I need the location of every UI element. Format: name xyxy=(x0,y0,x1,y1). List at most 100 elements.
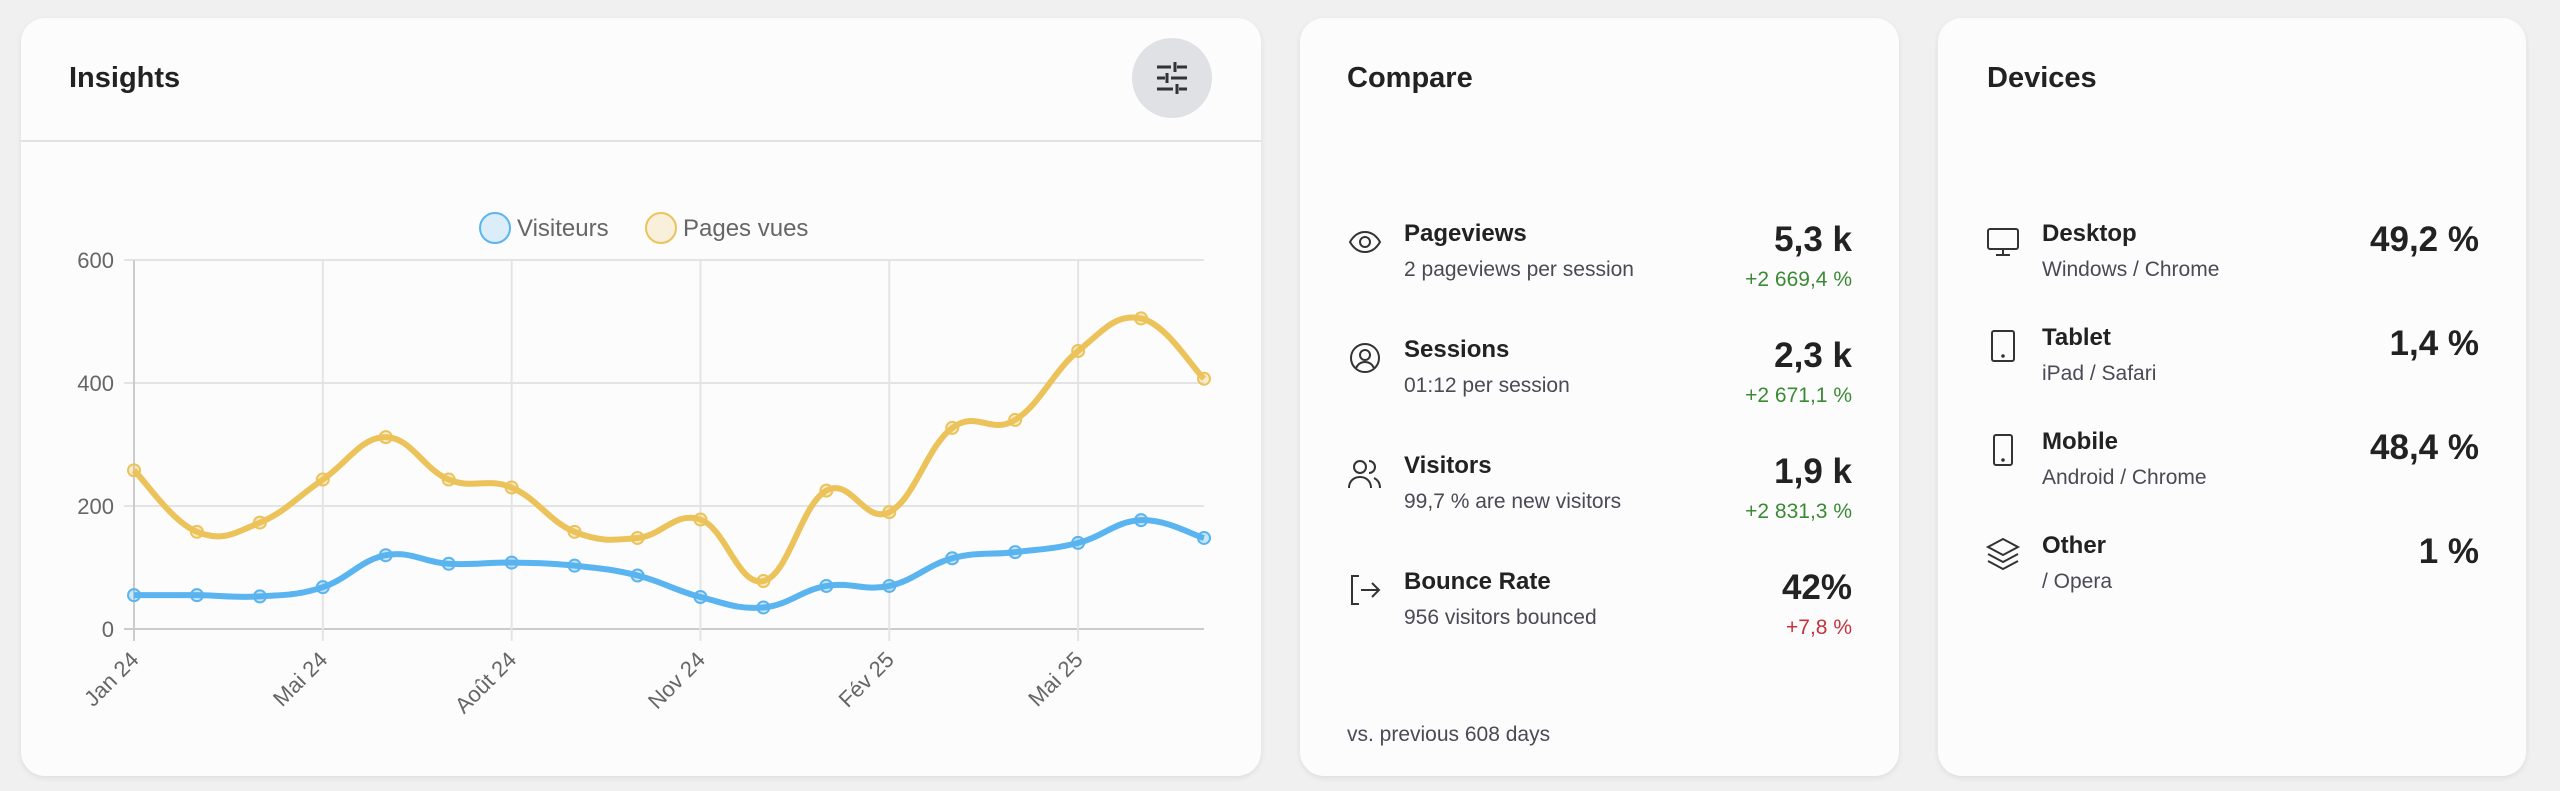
x-tick-label: Mai 25 xyxy=(1023,647,1087,711)
insights-card: Insights 0 200 400 600 Jan 24 Mai 24 Août 24 No… xyxy=(21,18,1261,776)
header-divider xyxy=(21,140,1261,142)
data-point-pages-vues xyxy=(189,524,204,539)
data-point-visiteurs xyxy=(1071,535,1086,550)
compare-card: Compare Pageviews 2 pageviews per sessio… xyxy=(1300,18,1899,776)
x-tick-label: Fév 25 xyxy=(834,647,899,712)
row-value: 42% xyxy=(1781,568,1852,607)
data-point-pages-vues xyxy=(756,574,771,589)
row-title: Other xyxy=(2042,532,2107,559)
row-delta: +2 671,1 % xyxy=(1745,384,1852,407)
data-point-visiteurs xyxy=(1197,530,1211,545)
row-value: 2,3 k xyxy=(1774,336,1852,375)
data-point-visiteurs xyxy=(567,558,582,573)
series-line-pages-vues xyxy=(131,314,1207,585)
data-point-visiteurs xyxy=(945,551,960,566)
sliders-icon xyxy=(1157,62,1187,94)
compare-row-pageviews: Pageviews 2 pageviews per session 5,3 k … xyxy=(1300,220,1899,320)
row-value: 48,4 % xyxy=(2370,428,2479,467)
data-point-visiteurs xyxy=(441,556,456,571)
tablet-icon xyxy=(1991,330,2015,362)
data-point-visiteurs xyxy=(1134,513,1149,528)
compare-row-visitors: Visitors 99,7 % are new visitors 1,9 k +… xyxy=(1300,452,1899,552)
row-value: 49,2 % xyxy=(2370,220,2479,259)
data-point-pages-vues xyxy=(882,505,897,520)
data-point-visiteurs xyxy=(378,548,393,563)
row-subtitle: iPad / Safari xyxy=(2042,362,2157,385)
data-point-visiteurs xyxy=(189,588,204,603)
row-value: 1,4 % xyxy=(2389,324,2480,363)
row-subtitle: 01:12 per session xyxy=(1404,374,1570,397)
legend-swatch-visiteurs xyxy=(479,212,511,244)
devices-title: Devices xyxy=(1987,62,2097,94)
x-tick-label: Nov 24 xyxy=(643,647,710,714)
row-subtitle: / Opera xyxy=(2042,570,2113,593)
row-subtitle: Windows / Chrome xyxy=(2042,258,2220,281)
users-icon xyxy=(1348,460,1381,489)
data-point-visiteurs xyxy=(127,588,141,603)
compare-row-sessions: Sessions 01:12 per session 2,3 k +2 671,… xyxy=(1300,336,1899,436)
x-tick-label: Mai 24 xyxy=(268,647,332,711)
data-point-visiteurs xyxy=(756,600,771,615)
data-point-visiteurs xyxy=(252,589,267,604)
mobile-icon xyxy=(1993,434,2013,466)
data-point-visiteurs xyxy=(315,580,330,595)
data-point-pages-vues xyxy=(441,472,456,487)
data-point-pages-vues xyxy=(315,472,330,487)
data-point-pages-vues xyxy=(504,480,519,495)
row-delta: +7,8 % xyxy=(1786,616,1852,639)
compare-row-bounce-rate: Bounce Rate 956 visitors bounced 42% +7,… xyxy=(1300,568,1899,668)
data-point-visiteurs xyxy=(630,568,645,583)
legend-swatch-pages-vues xyxy=(645,212,677,244)
row-value: 1 % xyxy=(2418,532,2479,571)
data-point-pages-vues xyxy=(1008,412,1023,427)
layers-icon xyxy=(1985,537,2021,571)
row-title: Sessions xyxy=(1404,336,1510,363)
devices-row-desktop: Desktop Windows / Chrome 49,2 % xyxy=(1938,220,2526,320)
data-point-pages-vues xyxy=(1134,311,1149,326)
data-point-pages-vues xyxy=(630,530,645,545)
devices-card: Devices Desktop Windows / Chrome 49,2 % … xyxy=(1938,18,2526,776)
row-delta: +2 669,4 % xyxy=(1745,268,1852,291)
legend-label: Pages vues xyxy=(683,215,808,242)
row-title: Pageviews xyxy=(1404,220,1527,247)
row-subtitle: Android / Chrome xyxy=(2042,466,2207,489)
eye-icon xyxy=(1348,230,1382,254)
row-subtitle: 956 visitors bounced xyxy=(1404,606,1597,629)
devices-row-other: Other / Opera 1 % xyxy=(1938,532,2526,632)
compare-title: Compare xyxy=(1347,62,1473,94)
data-point-pages-vues xyxy=(693,512,708,527)
x-tick-label: Jan 24 xyxy=(79,647,143,711)
data-point-visiteurs xyxy=(693,590,708,605)
row-title: Desktop xyxy=(2042,220,2137,247)
exit-icon xyxy=(1351,575,1381,605)
compare-footer: vs. previous 608 days xyxy=(1347,723,1551,746)
row-value: 5,3 k xyxy=(1774,220,1852,259)
row-delta: +2 831,3 % xyxy=(1745,500,1852,523)
legend-label: Visiteurs xyxy=(517,215,609,242)
y-tick-label: 400 xyxy=(77,371,114,396)
y-tick-label: 600 xyxy=(77,248,114,273)
devices-row-tablet: Tablet iPad / Safari 1,4 % xyxy=(1938,324,2526,424)
devices-row-mobile: Mobile Android / Chrome 48,4 % xyxy=(1938,428,2526,528)
insights-title: Insights xyxy=(69,62,181,94)
data-point-pages-vues xyxy=(252,515,267,530)
series-line-visiteurs xyxy=(133,517,1205,611)
desktop-icon xyxy=(1987,228,2019,256)
data-point-pages-vues xyxy=(1071,344,1086,359)
y-tick-label: 200 xyxy=(77,494,114,519)
row-title: Mobile xyxy=(2042,428,2118,455)
data-point-pages-vues xyxy=(378,430,393,445)
user-circle-icon xyxy=(1350,343,1380,373)
row-title: Tablet xyxy=(2042,324,2111,351)
y-tick-label: 0 xyxy=(102,617,114,642)
row-subtitle: 2 pageviews per session xyxy=(1404,258,1634,281)
data-point-pages-vues xyxy=(819,483,834,498)
data-point-pages-vues xyxy=(1197,371,1211,386)
row-title: Bounce Rate xyxy=(1404,568,1551,595)
data-point-visiteurs xyxy=(1008,545,1023,560)
row-subtitle: 99,7 % are new visitors xyxy=(1404,490,1622,513)
row-title: Visitors xyxy=(1404,452,1492,479)
row-value: 1,9 k xyxy=(1774,452,1852,491)
filter-button[interactable] xyxy=(1132,38,1212,118)
insights-chart: 0 200 400 600 Jan 24 Mai 24 Août 24 Nov 24 Fév 2… xyxy=(77,212,1211,718)
